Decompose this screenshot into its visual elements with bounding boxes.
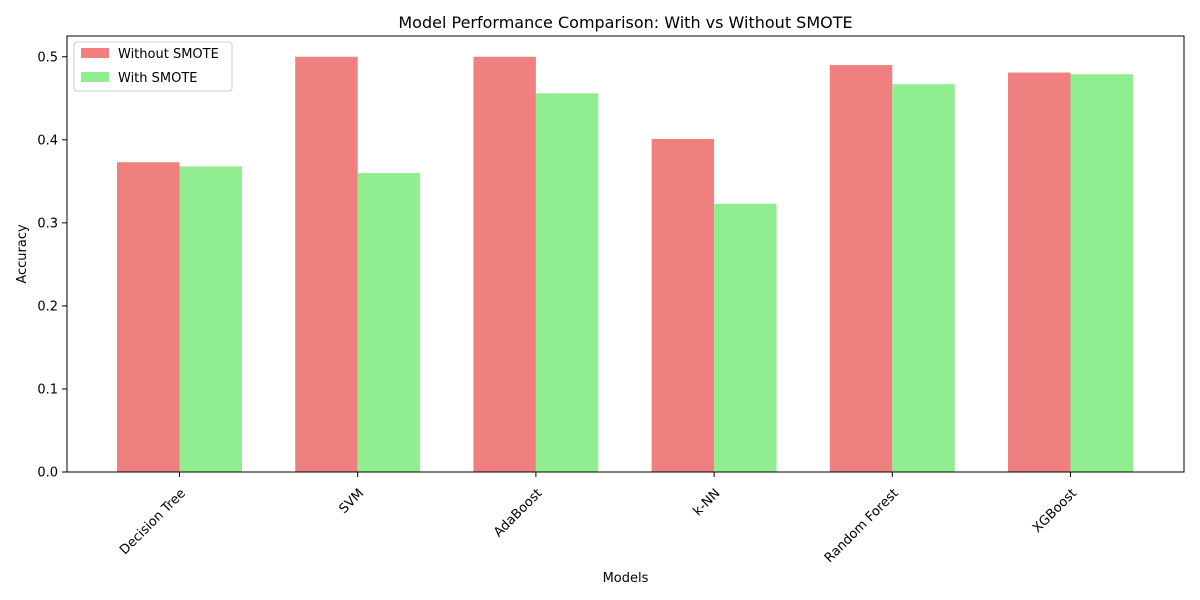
legend-swatch-without-smote [81, 48, 109, 58]
legend: Without SMOTE With SMOTE [73, 41, 233, 92]
x-tick-label-svm: SVM [336, 486, 367, 517]
legend-label-without-smote: Without SMOTE [118, 47, 219, 62]
bar-without-smote-k-nn [651, 138, 715, 472]
bar-with-smote-decision-tree [179, 166, 242, 472]
bar-without-smote-xgboost [1008, 72, 1071, 472]
x-tick-label-random-forest: Random Forest [822, 486, 902, 566]
bar-without-smote-svm [295, 56, 358, 473]
chart-title: Model Performance Comparison: With vs Wi… [398, 13, 852, 32]
legend-label-with-smote: With SMOTE [118, 71, 198, 86]
y-tick-label: 0.1 [37, 382, 58, 397]
legend-frame [73, 41, 233, 92]
bars-group [117, 56, 1133, 473]
bar-with-smote-random-forest [892, 84, 955, 473]
bar-with-smote-adaboost [535, 93, 599, 472]
bar-with-smote-xgboost [1070, 74, 1133, 472]
plot-area-frame [66, 35, 1185, 473]
x-tick-label-xgboost: XGBoost [1030, 486, 1080, 536]
bar-with-smote-svm [357, 173, 421, 472]
bar-with-smote-k-nn [714, 203, 777, 472]
y-tick-label: 0.3 [37, 216, 58, 231]
y-tick-label: 0.5 [37, 50, 58, 65]
x-tick-label-decision-tree: Decision Tree [117, 486, 189, 558]
y-tick-label: 0.4 [37, 133, 58, 148]
x-axis-title: Models [603, 571, 649, 586]
x-tick-label-adaboost: AdaBoost [491, 486, 545, 540]
bar-without-smote-decision-tree [117, 162, 180, 473]
bar-without-smote-random-forest [829, 65, 893, 473]
legend-swatch-with-smote [81, 72, 109, 82]
y-axis: 0.0 0.1 0.2 0.3 0.4 0.5 [37, 50, 67, 481]
bar-without-smote-adaboost [473, 56, 536, 473]
y-axis-title: Accuracy [15, 224, 30, 284]
x-tick-label-k-nn: k-NN [691, 486, 724, 519]
y-tick-label: 0.0 [37, 466, 58, 481]
x-axis: Decision Tree SVM AdaBoost k-NN Random Fores… [117, 472, 1080, 566]
y-tick-label: 0.2 [37, 299, 58, 314]
